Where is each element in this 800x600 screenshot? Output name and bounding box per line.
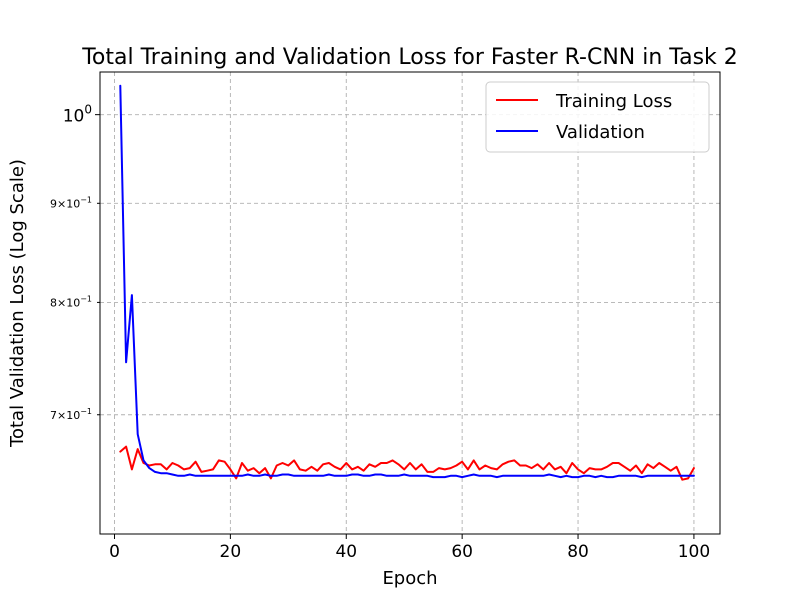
legend-label-validation: Validation — [556, 122, 645, 143]
tick-layer: 0 20 40 60 80 100 100 9×10−1 8×10−1 7×10−1 — [50, 103, 710, 562]
legend-box — [485, 81, 710, 153]
x-tick-label: 0 — [109, 542, 120, 562]
x-tick-label: 60 — [451, 542, 473, 562]
x-tick-label: 100 — [678, 542, 710, 562]
y-axis-label: Total Validation Loss (Log Scale) — [7, 159, 28, 448]
y-tick-label: 7×10−1 — [50, 407, 92, 422]
plot-frame — [99, 71, 721, 535]
x-tick-label: 80 — [567, 542, 589, 562]
x-tick-label: 20 — [220, 542, 242, 562]
legend-label-training: Training Loss — [555, 91, 672, 112]
chart-title: Total Training and Validation Loss for F… — [81, 45, 738, 70]
training-loss-line — [119, 445, 695, 481]
series-layer — [119, 84, 695, 481]
validation-loss-line — [119, 84, 695, 479]
y-tick-label: 100 — [63, 103, 92, 127]
grid-layer — [100, 72, 720, 534]
y-tick-label: 9×10−1 — [50, 195, 92, 210]
legend: Training Loss Validation — [485, 81, 710, 153]
y-tick-label: 8×10−1 — [50, 294, 92, 309]
x-axis-label: Epoch — [382, 568, 437, 589]
x-tick-label: 40 — [335, 542, 357, 562]
